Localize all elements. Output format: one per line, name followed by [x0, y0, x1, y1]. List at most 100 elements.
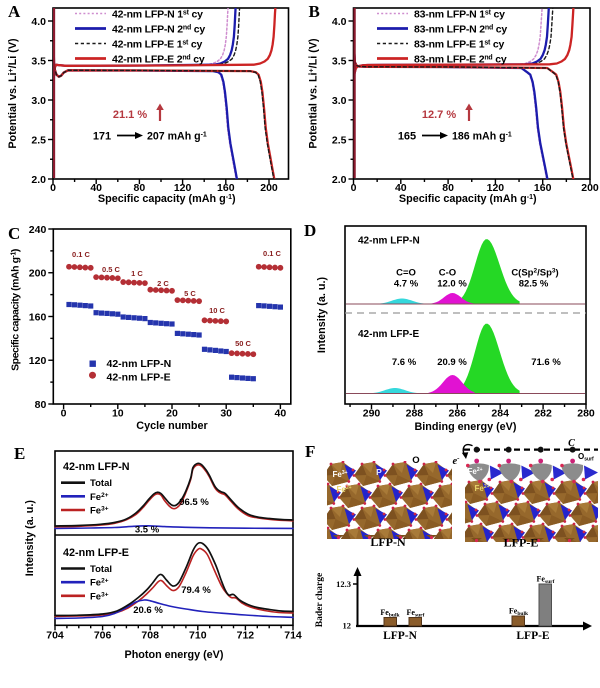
svg-text:A: A	[8, 2, 21, 21]
svg-text:C-O: C-O	[439, 268, 456, 279]
svg-text:Fesurf: Fesurf	[407, 608, 425, 619]
svg-text:284: 284	[491, 408, 509, 420]
svg-text:Photon energy (eV): Photon energy (eV)	[125, 649, 224, 661]
svg-text:Total: Total	[90, 478, 112, 489]
svg-text:Fe2+: Fe2+	[336, 485, 351, 494]
svg-text:Intensity (a. u.): Intensity (a. u.)	[24, 500, 36, 577]
svg-text:288: 288	[406, 408, 424, 420]
svg-text:3.5: 3.5	[332, 55, 347, 67]
svg-text:3.5 %: 3.5 %	[135, 525, 160, 536]
svg-text:0: 0	[50, 182, 56, 194]
svg-text:2.5: 2.5	[332, 134, 347, 146]
svg-text:C=O: C=O	[396, 268, 416, 279]
svg-text:12: 12	[343, 621, 352, 631]
svg-text:42-nm LFP-E: 42-nm LFP-E	[107, 372, 171, 384]
svg-text:160: 160	[534, 182, 552, 194]
svg-text:200: 200	[29, 268, 47, 280]
svg-text:120: 120	[487, 182, 505, 194]
svg-text:O: O	[412, 455, 419, 466]
svg-text:F: F	[305, 442, 315, 461]
svg-text:42-nm LFP-N: 42-nm LFP-N	[63, 461, 130, 473]
svg-text:40: 40	[90, 182, 102, 194]
svg-text:C: C	[568, 438, 575, 449]
svg-text:Fe3+: Fe3+	[332, 470, 347, 479]
svg-text:165: 165	[398, 131, 416, 143]
svg-text:42-nm LFP-N: 42-nm LFP-N	[107, 358, 172, 370]
svg-text:LFP-E: LFP-E	[504, 536, 539, 550]
svg-text:286: 286	[449, 408, 467, 420]
svg-text:e-: e-	[452, 454, 460, 467]
svg-text:708: 708	[141, 629, 159, 641]
svg-text:D: D	[304, 221, 316, 240]
svg-text:10 C: 10 C	[209, 306, 225, 315]
svg-text:80: 80	[442, 182, 454, 194]
svg-text:1 C: 1 C	[131, 269, 143, 278]
svg-text:290: 290	[363, 408, 381, 420]
svg-text:LFP-N: LFP-N	[383, 630, 418, 642]
svg-text:714: 714	[284, 629, 302, 641]
svg-text:160: 160	[217, 182, 235, 194]
svg-text:280: 280	[577, 408, 595, 420]
svg-text:40: 40	[275, 408, 287, 420]
svg-text:96.5 %: 96.5 %	[179, 497, 209, 508]
svg-text:42-nm LFP-N: 42-nm LFP-N	[358, 236, 420, 247]
svg-text:42-nm LFP-N 2nd cy: 42-nm LFP-N 2nd cy	[112, 23, 205, 35]
svg-text:83-nm LFP-E 1st cy: 83-nm LFP-E 1st cy	[414, 38, 505, 50]
svg-text:B: B	[309, 2, 320, 21]
svg-text:3.5: 3.5	[31, 55, 46, 67]
svg-text:Fe3+: Fe3+	[90, 505, 109, 517]
svg-text:Intensity (a. u.): Intensity (a. u.)	[316, 277, 328, 354]
svg-text:3.0: 3.0	[332, 95, 347, 107]
svg-text:80: 80	[35, 399, 47, 411]
svg-text:120: 120	[29, 355, 47, 367]
svg-text:2.5: 2.5	[31, 134, 46, 146]
svg-text:12.7 %: 12.7 %	[422, 109, 456, 121]
svg-text:30: 30	[220, 408, 232, 420]
svg-text:Fe2+: Fe2+	[90, 577, 109, 589]
svg-text:0.5 C: 0.5 C	[102, 265, 121, 274]
svg-text:0: 0	[61, 408, 67, 420]
svg-text:21.1 %: 21.1 %	[113, 109, 147, 121]
svg-text:5 C: 5 C	[184, 289, 196, 298]
svg-text:42-nm LFP-N 1st cy: 42-nm LFP-N 1st cy	[112, 8, 203, 20]
svg-text:7.6 %: 7.6 %	[392, 357, 417, 368]
svg-text:Specific capacity (mAh g-1): Specific capacity (mAh g-1)	[9, 249, 21, 371]
svg-text:42-nm LFP-E 1st cy: 42-nm LFP-E 1st cy	[112, 38, 203, 50]
svg-text:C: C	[8, 224, 20, 243]
svg-text:E: E	[14, 444, 25, 463]
svg-text:20.9 %: 20.9 %	[437, 357, 467, 368]
svg-text:Specific capacity (mAh g-1): Specific capacity (mAh g-1)	[98, 193, 236, 205]
svg-text:12.3: 12.3	[336, 579, 351, 589]
svg-text:240: 240	[29, 224, 47, 236]
svg-text:79.4 %: 79.4 %	[181, 585, 211, 596]
svg-text:0: 0	[351, 182, 357, 194]
svg-text:186 mAh g-1: 186 mAh g-1	[452, 131, 512, 143]
svg-text:80: 80	[134, 182, 146, 194]
svg-text:Total: Total	[90, 564, 112, 575]
svg-text:83-nm LFP-N 1st cy: 83-nm LFP-N 1st cy	[414, 8, 505, 20]
svg-text:282: 282	[534, 408, 552, 420]
svg-text:Binding energy (eV): Binding energy (eV)	[415, 421, 517, 433]
svg-text:4.7 %: 4.7 %	[394, 279, 419, 290]
svg-text:42-nm LFP-E: 42-nm LFP-E	[358, 329, 419, 340]
svg-text:Febulk: Febulk	[509, 607, 529, 618]
svg-text:20: 20	[166, 408, 178, 420]
svg-text:Fesurf: Fesurf	[537, 575, 555, 586]
svg-text:2.0: 2.0	[332, 174, 347, 186]
svg-text:712: 712	[237, 629, 255, 641]
svg-text:Fe2+: Fe2+	[474, 484, 489, 493]
svg-text:171: 171	[93, 131, 111, 143]
svg-text:83-nm LFP-E 2nd cy: 83-nm LFP-E 2nd cy	[414, 53, 507, 65]
svg-text:4.0: 4.0	[332, 16, 347, 28]
svg-text:200: 200	[581, 182, 599, 194]
svg-text:83-nm LFP-N 2nd cy: 83-nm LFP-N 2nd cy	[414, 23, 507, 35]
svg-text:Specific capacity (mAh g-1): Specific capacity (mAh g-1)	[399, 193, 537, 205]
svg-text:LFP-N: LFP-N	[370, 535, 406, 549]
svg-text:3.0: 3.0	[31, 95, 46, 107]
svg-text:LFP-E: LFP-E	[516, 630, 550, 642]
svg-text:P: P	[376, 467, 382, 477]
svg-text:10: 10	[112, 408, 124, 420]
svg-text:704: 704	[46, 629, 64, 641]
svg-text:Fe3+: Fe3+	[90, 591, 109, 603]
svg-text:Fe2+: Fe2+	[90, 491, 109, 503]
